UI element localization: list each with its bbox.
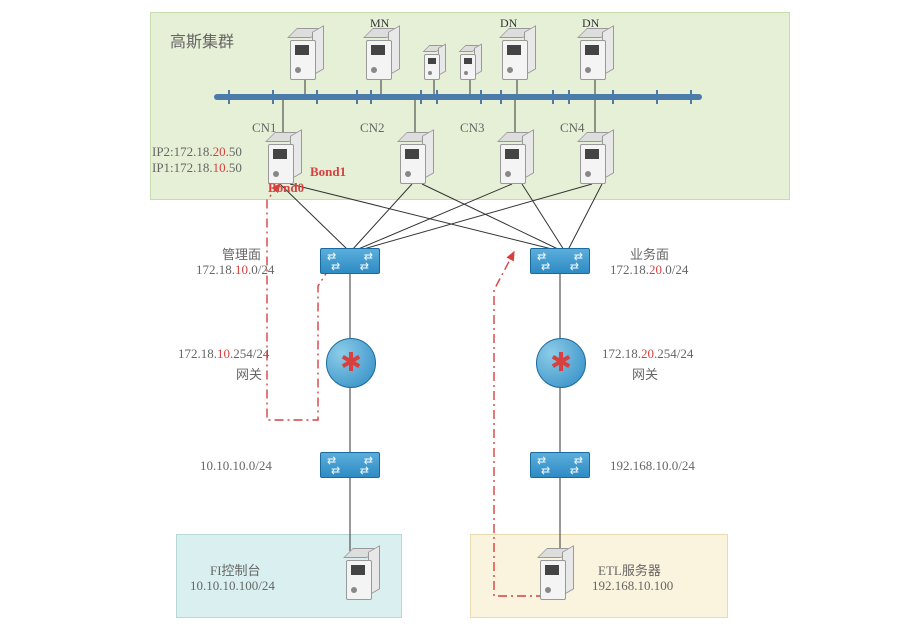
cn1-ip2: IP2:172.18.20.50 xyxy=(152,144,242,160)
etl-title: ETL服务器 xyxy=(598,560,661,579)
cn1-ip1: IP1:172.18.10.50 xyxy=(152,160,242,176)
etl-server-icon xyxy=(540,552,574,600)
fi-ip: 10.10.10.100/24 xyxy=(190,578,275,594)
switch-mgmt-lower: ⇄⇄ xyxy=(320,452,380,478)
bond0-label: Bond0 xyxy=(268,180,304,196)
fi-title: FI控制台 xyxy=(210,560,261,579)
bus-tick xyxy=(656,90,658,104)
cn-server-icon xyxy=(400,136,434,184)
router-mgmt: ✱ xyxy=(326,338,376,388)
cn-server-icon xyxy=(268,136,302,184)
top-server-icon xyxy=(580,32,614,80)
cn-server-icon xyxy=(500,136,534,184)
bus-tick xyxy=(612,90,614,104)
bus-tick xyxy=(500,90,502,104)
bus-tick xyxy=(568,90,570,104)
cluster-title: 高斯集群 xyxy=(170,28,234,52)
biz-gw-ip: 172.18.20.254/24 xyxy=(602,346,693,362)
top-server-icon xyxy=(366,32,400,80)
router-biz: ✱ xyxy=(536,338,586,388)
bus-tick xyxy=(370,90,372,104)
bus-tick xyxy=(356,90,358,104)
top-server-icon xyxy=(460,48,482,80)
mgmt-net: 172.18.10.0/24 xyxy=(196,262,274,278)
bus-tick xyxy=(272,90,274,104)
cn4-label: CN4 xyxy=(560,120,585,136)
bus-tick xyxy=(420,90,422,104)
cn-server-icon xyxy=(580,136,614,184)
mgmt-lower-net: 10.10.10.0/24 xyxy=(200,458,272,474)
biz-title: 业务面 xyxy=(630,244,669,263)
bond1-label: Bond1 xyxy=(310,164,346,180)
network-bus xyxy=(214,94,702,100)
bus-tick xyxy=(436,90,438,104)
biz-gw-label: 网关 xyxy=(632,364,658,383)
mgmt-gw-ip: 172.18.10.254/24 xyxy=(178,346,269,362)
bus-tick xyxy=(228,90,230,104)
cn3-label: CN3 xyxy=(460,120,485,136)
cluster-region xyxy=(150,12,790,200)
top-server-icon xyxy=(424,48,446,80)
switch-mgmt-upper: ⇄⇄ xyxy=(320,248,380,274)
cn2-label: CN2 xyxy=(360,120,385,136)
bus-tick xyxy=(316,90,318,104)
etl-ip: 192.168.10.100 xyxy=(592,578,673,594)
top-server-icon xyxy=(290,32,324,80)
switch-biz-lower: ⇄⇄ xyxy=(530,452,590,478)
fi-server-icon xyxy=(346,552,380,600)
bus-tick xyxy=(480,90,482,104)
top-server-icon xyxy=(502,32,536,80)
biz-net: 172.18.20.0/24 xyxy=(610,262,688,278)
biz-lower-net: 192.168.10.0/24 xyxy=(610,458,695,474)
bus-tick xyxy=(552,90,554,104)
mgmt-title: 管理面 xyxy=(222,244,261,263)
bus-tick xyxy=(690,90,692,104)
mgmt-gw-label: 网关 xyxy=(236,364,262,383)
switch-biz-upper: ⇄⇄ xyxy=(530,248,590,274)
